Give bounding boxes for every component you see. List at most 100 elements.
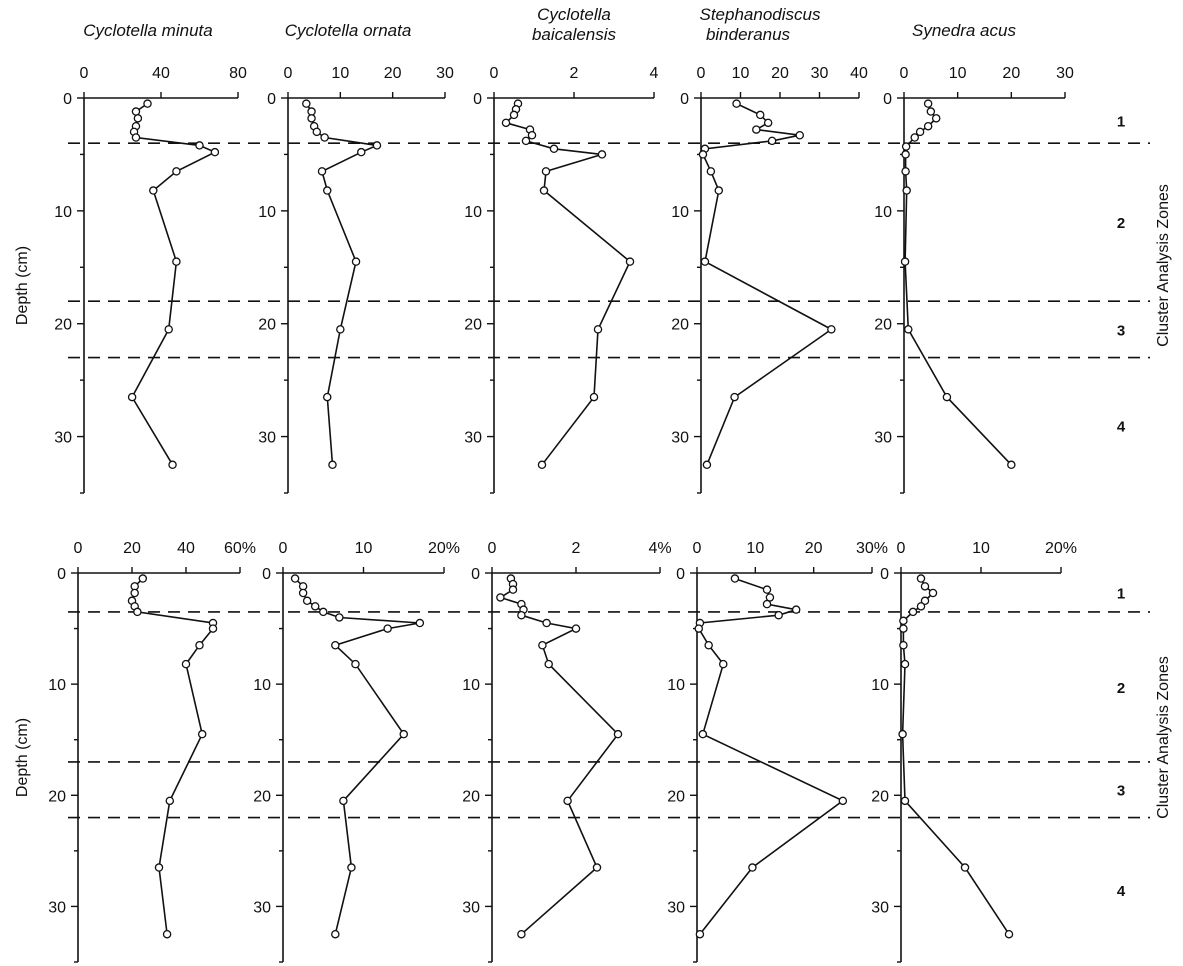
depth-tick-label: 20 — [671, 317, 689, 334]
data-point — [317, 167, 327, 176]
data-point — [613, 729, 623, 739]
x-tick-label: 0 — [284, 65, 293, 82]
data-point — [383, 624, 392, 633]
data-point — [544, 659, 553, 669]
x-tick-label: 20 — [123, 540, 141, 557]
zone-label: 4 — [1117, 418, 1126, 435]
data-point — [915, 127, 925, 137]
panel-title: binderanus — [706, 25, 791, 44]
depth-tick-label: 20 — [874, 317, 892, 334]
panel-title: baicalensis — [532, 25, 617, 44]
data-point — [593, 325, 603, 334]
zone-label: 2 — [1117, 680, 1125, 697]
data-point — [592, 863, 602, 872]
x-tick-label: 4 — [650, 65, 659, 82]
data-point — [732, 99, 741, 108]
data-point — [752, 125, 761, 134]
data-point — [331, 640, 340, 650]
depth-tick-label: 20 — [48, 788, 66, 805]
depth-tick-label: 20 — [464, 317, 482, 334]
depth-tick-label: 20 — [871, 788, 889, 805]
zone-axis-title: Cluster Analysis Zones — [1155, 184, 1172, 347]
data-point — [902, 186, 911, 195]
data-point — [133, 114, 143, 123]
data-point — [307, 107, 316, 116]
depth-panel: 0 10 20% 0 10 20 30 — [253, 540, 460, 963]
x-tick-label: 30 — [1056, 65, 1074, 82]
data-point — [164, 325, 173, 334]
data-point — [302, 99, 311, 108]
x-tick-label: 10 — [331, 65, 349, 82]
x-tick-label: 30 — [436, 65, 454, 82]
depth-tick-label: 30 — [48, 899, 66, 916]
data-point — [774, 610, 783, 620]
data-point — [162, 929, 172, 939]
depth-tick-label: 30 — [54, 430, 72, 447]
data-point — [143, 99, 152, 108]
series-line — [702, 102, 833, 466]
zone-label: 4 — [1117, 883, 1126, 900]
data-point — [127, 392, 137, 402]
depth-tick-label: 30 — [667, 899, 685, 916]
depth-tick-label: 10 — [667, 677, 685, 694]
depth-tick-label: 30 — [253, 899, 271, 916]
data-point — [372, 141, 382, 150]
depth-axis-title: Depth (cm) — [14, 246, 31, 325]
depth-panel: 0 10 20% 0 10 20 30 — [871, 540, 1077, 963]
data-point — [351, 257, 361, 266]
data-point — [704, 640, 713, 650]
depth-tick-label: 0 — [676, 566, 685, 583]
panel-title: Cyclotella ornata — [285, 21, 412, 40]
data-point — [730, 392, 739, 402]
x-tick-label: 20 — [805, 540, 823, 557]
depth-tick-label: 0 — [880, 566, 889, 583]
series-line — [901, 578, 1010, 935]
data-point — [302, 596, 312, 606]
data-point — [900, 796, 910, 806]
data-point — [138, 574, 148, 583]
data-point — [542, 618, 551, 628]
data-point — [307, 114, 316, 123]
panel-title: Synedra acus — [912, 21, 1016, 40]
data-point — [310, 602, 320, 611]
depth-tick-label: 20 — [462, 788, 480, 805]
depth-tick-label: 0 — [680, 91, 689, 108]
data-point — [926, 107, 936, 116]
data-point — [208, 624, 218, 633]
data-point — [748, 863, 757, 872]
data-point — [149, 186, 158, 195]
zone-label: 1 — [1117, 114, 1125, 131]
data-point — [698, 729, 708, 739]
depth-tick-label: 20 — [258, 317, 276, 334]
x-tick-label: 4% — [648, 540, 671, 557]
depth-tick-label: 0 — [471, 566, 480, 583]
x-tick-label: 0 — [897, 540, 906, 557]
data-point — [195, 640, 204, 650]
data-point — [904, 325, 913, 334]
x-tick-label: 30 — [811, 65, 829, 82]
depth-tick-label: 10 — [464, 204, 482, 221]
x-tick-label: 10 — [972, 540, 990, 557]
depth-tick-label: 0 — [57, 566, 66, 583]
x-tick-label: 40 — [850, 65, 868, 82]
data-point — [899, 624, 908, 633]
depth-tick-label: 0 — [262, 566, 271, 583]
x-tick-label: 0 — [900, 65, 909, 82]
x-tick-label: 0 — [80, 65, 89, 82]
depth-tick-label: 10 — [874, 204, 892, 221]
zone-axis-title: Cluster Analysis Zones — [1155, 656, 1172, 819]
data-point — [928, 588, 938, 598]
data-point — [509, 110, 519, 120]
data-point — [908, 607, 918, 617]
x-tick-label: 10 — [746, 540, 764, 557]
x-tick-label: 10 — [949, 65, 967, 82]
data-point — [899, 616, 908, 626]
data-point — [899, 640, 908, 650]
depth-tick-label: 10 — [54, 204, 72, 221]
data-point — [694, 624, 704, 633]
depth-tick-label: 10 — [48, 677, 66, 694]
data-point — [791, 605, 801, 614]
depth-panel: 0 2 4% 0 10 20 30 — [462, 540, 672, 963]
